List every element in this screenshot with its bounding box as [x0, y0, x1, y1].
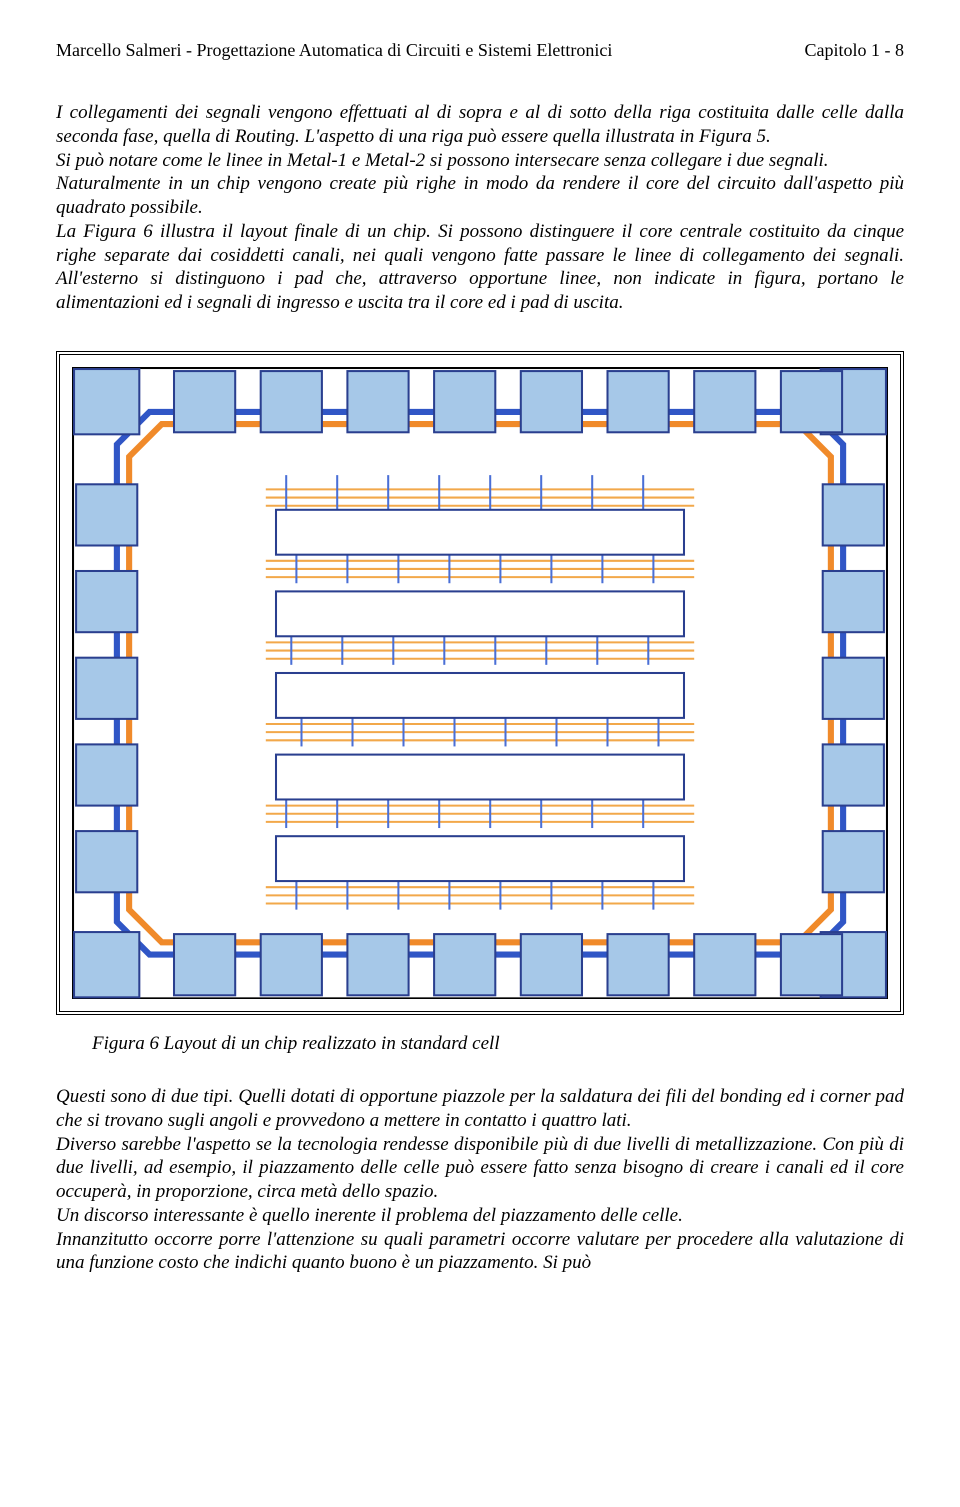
page-header: Marcello Salmeri - Progettazione Automat… [56, 40, 904, 61]
body-text-bottom: Questi sono di due tipi. Quelli dotati d… [56, 1085, 904, 1275]
paragraph: I collegamenti dei segnali vengono effet… [56, 101, 904, 149]
paragraph: Naturalmente in un chip vengono create p… [56, 172, 904, 220]
paragraph: Un discorso interessante è quello ineren… [56, 1204, 904, 1228]
figure-frame [56, 351, 904, 1015]
page: Marcello Salmeri - Progettazione Automat… [0, 0, 960, 1315]
paragraph: Questi sono di due tipi. Quelli dotati d… [56, 1085, 904, 1133]
figure-6: Figura 6 Layout di un chip realizzato in… [56, 351, 904, 1055]
body-text-top: I collegamenti dei segnali vengono effet… [56, 101, 904, 315]
header-left: Marcello Salmeri - Progettazione Automat… [56, 40, 612, 61]
paragraph: Diverso sarebbe l'aspetto se la tecnolog… [56, 1133, 904, 1204]
paragraph: La Figura 6 illustra il layout finale di… [56, 220, 904, 315]
paragraph: Innanzitutto occorre porre l'attenzione … [56, 1228, 904, 1276]
paragraph: Si può notare come le linee in Metal-1 e… [56, 149, 904, 173]
chip-layout-diagram [72, 367, 888, 999]
header-right: Capitolo 1 - 8 [805, 40, 905, 61]
figure-caption: Figura 6 Layout di un chip realizzato in… [92, 1033, 904, 1055]
